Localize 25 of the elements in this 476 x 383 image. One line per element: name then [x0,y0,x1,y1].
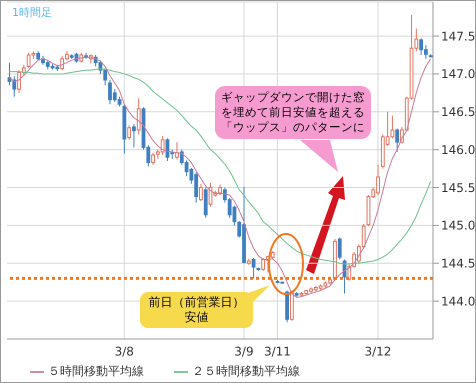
y-tick-label: 146.5 [441,105,476,120]
x-tick-label: 3/8 [114,344,134,359]
candlestick [199,183,203,202]
candlestick [338,237,342,260]
ref-line-label: 前日（前営業日）安値 [140,292,253,328]
x-tick-label: 3/11 [264,344,291,359]
y-tick-label: 147.0 [441,67,476,82]
candlestick [132,123,136,148]
x-tick-label: 3/12 [364,344,392,359]
legend-label: ２５時間移動平均線 [192,364,300,378]
legend-label: ５時間移動平均線 [48,364,144,378]
chart-title: 1時間足 [12,5,52,20]
y-tick-label: 147.5 [441,29,476,44]
annotation: ギャップダウンで開けた窓を埋めて前日安値を超える「ウップス」のパターンに [215,86,371,139]
y-tick-label: 145.0 [441,218,476,233]
candlestick [395,128,400,152]
y-tick-label: 146.0 [441,142,476,157]
candlestick [127,124,132,140]
y-tick-label: 145.5 [441,180,476,195]
candlestick [252,257,256,279]
y-tick-label: 144.0 [441,294,476,308]
candlestick [151,152,155,166]
x-tick-label: 3/9 [234,344,254,359]
y-tick-label: 144.5 [441,256,476,271]
candlestick [342,258,346,294]
